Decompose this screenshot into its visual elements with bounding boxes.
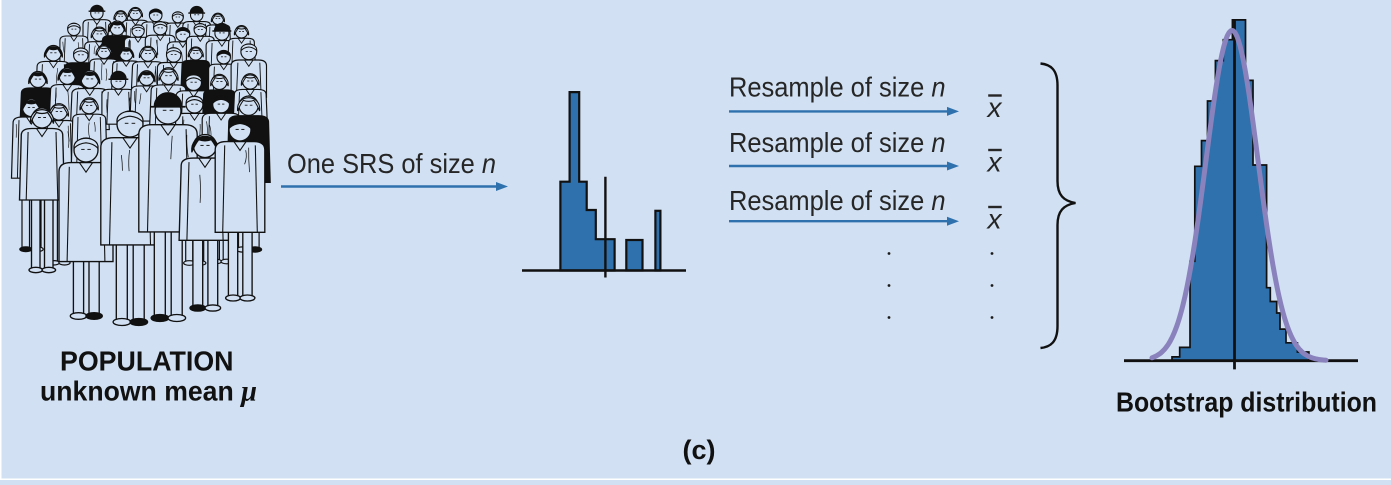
svg-text:Bootstrap distribution: Bootstrap distribution — [1116, 387, 1377, 418]
svg-text:(c): (c) — [683, 435, 716, 465]
svg-text:x: x — [986, 92, 1003, 123]
svg-text:One SRS of size n: One SRS of size n — [287, 148, 496, 179]
svg-text:Resample of size n: Resample of size n — [729, 185, 945, 216]
svg-text:Resample of size n: Resample of size n — [729, 127, 945, 158]
svg-text:unknown mean μ: unknown mean μ — [40, 375, 257, 408]
svg-text:POPULATION: POPULATION — [60, 346, 234, 377]
svg-text:x: x — [986, 204, 1003, 235]
svg-text:x: x — [986, 147, 1003, 178]
svg-text:Resample of size n: Resample of size n — [729, 72, 945, 103]
